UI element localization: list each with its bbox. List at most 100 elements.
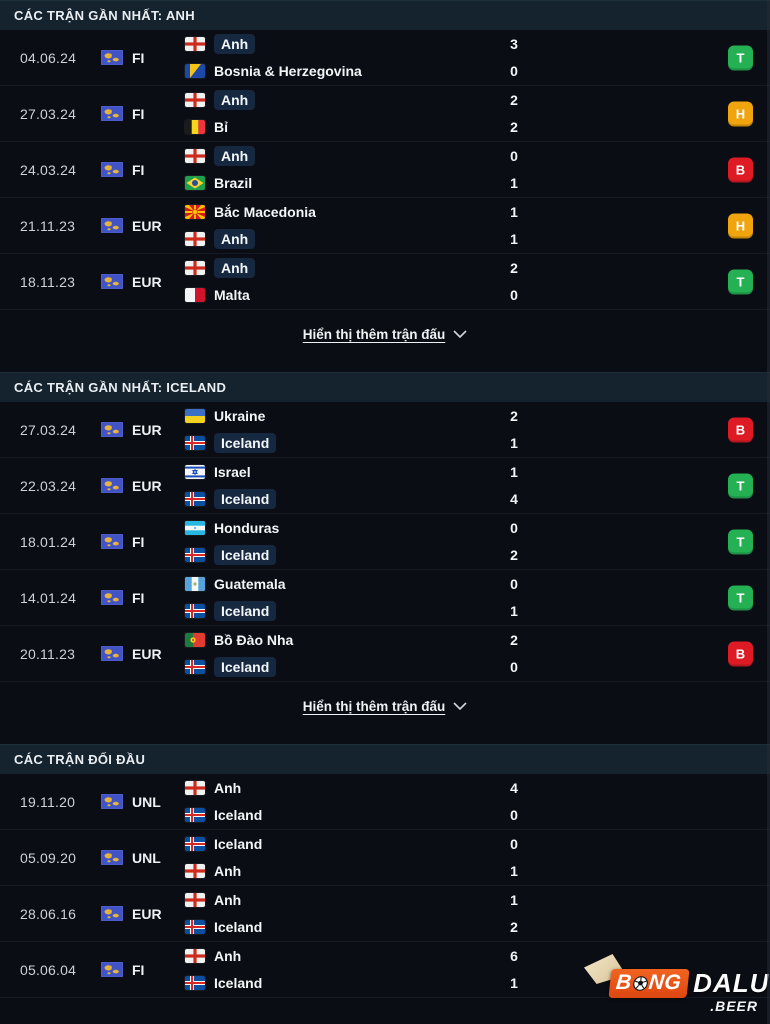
away-team-name: Iceland xyxy=(214,545,277,565)
flag-ukraine-icon xyxy=(185,409,205,423)
world-icon xyxy=(101,162,123,177)
home-team-line: Iceland xyxy=(185,832,262,856)
away-team-name: Anh xyxy=(214,863,242,879)
flag-iceland-icon xyxy=(185,604,205,618)
away-team-line: Iceland xyxy=(185,599,286,623)
match-row[interactable]: 14.01.24 FI Guatemala Iceland 0 1 T xyxy=(0,570,770,626)
away-team-name: Bỉ xyxy=(214,119,228,135)
competition-code: FI xyxy=(132,161,145,178)
home-score: 3 xyxy=(510,36,518,52)
competition-code: FI xyxy=(132,49,145,66)
chevron-down-icon xyxy=(453,702,467,710)
match-row[interactable]: 28.06.16 EUR Anh Iceland 1 2 xyxy=(0,886,770,942)
home-team-name: Anh xyxy=(214,258,256,278)
home-team-line: Anh xyxy=(185,256,256,280)
match-row[interactable]: 19.11.20 UNL Anh Iceland 4 0 xyxy=(0,774,770,830)
match-date: 05.09.20 xyxy=(20,849,77,866)
home-score: 4 xyxy=(510,780,518,796)
world-icon xyxy=(101,50,123,65)
away-team-line: Malta xyxy=(185,283,255,307)
away-score: 0 xyxy=(510,287,518,303)
section-title: CÁC TRẬN GẦN NHẤT: ICELAND xyxy=(14,380,227,395)
flag-iceland-icon xyxy=(185,436,205,450)
home-score: 2 xyxy=(510,408,518,424)
home-team-name: Anh xyxy=(214,146,256,166)
away-team-line: Iceland xyxy=(185,487,277,511)
home-score: 1 xyxy=(510,892,518,908)
scrollbar-track[interactable] xyxy=(767,0,770,1024)
away-score: 1 xyxy=(510,975,518,991)
home-team-name: Bồ Đào Nha xyxy=(214,632,294,648)
away-team-name: Iceland xyxy=(214,975,263,991)
match-row[interactable]: 21.11.23 EUR Bắc Macedonia Anh 1 1 H xyxy=(0,198,770,254)
home-team-line: Honduras xyxy=(185,516,279,540)
competition-code: EUR xyxy=(132,217,162,234)
away-team-name: Iceland xyxy=(214,601,277,621)
match-date: 28.06.16 xyxy=(20,905,77,922)
match-row[interactable]: 20.11.23 EUR Bồ Đào Nha Iceland 2 0 B xyxy=(0,626,770,682)
brand-badge: B NG xyxy=(608,969,690,998)
home-team-name: Anh xyxy=(214,780,242,796)
home-team-line: Anh xyxy=(185,776,262,800)
away-team-line: Iceland xyxy=(185,971,262,995)
flag-iceland-icon xyxy=(185,492,205,506)
flag-portugal-icon xyxy=(185,633,205,647)
match-date: 27.03.24 xyxy=(20,421,77,438)
match-row[interactable]: 05.09.20 UNL Iceland Anh 0 1 xyxy=(0,830,770,886)
match-list: 19.11.20 UNL Anh Iceland 4 0 05.09.20 UN… xyxy=(0,774,770,998)
match-row[interactable]: 24.03.24 FI Anh Brazil 0 1 B xyxy=(0,142,770,198)
match-row[interactable]: 05.06.04 FI Anh Iceland 6 1 xyxy=(0,942,770,998)
home-team-line: Ukraine xyxy=(185,404,276,428)
away-score: 4 xyxy=(510,491,518,507)
away-team-line: Brazil xyxy=(185,171,255,195)
match-row[interactable]: 18.11.23 EUR Anh Malta 2 0 T xyxy=(0,254,770,310)
competition-code: EUR xyxy=(132,273,162,290)
away-team-name: Iceland xyxy=(214,807,263,823)
match-row[interactable]: 27.03.24 EUR Ukraine Iceland 2 1 B xyxy=(0,402,770,458)
match-row[interactable]: 04.06.24 FI Anh Bosnia & Herzegovina 3 0… xyxy=(0,30,770,86)
match-row[interactable]: 18.01.24 FI Honduras Iceland 0 2 T xyxy=(0,514,770,570)
away-score: 1 xyxy=(510,603,518,619)
show-more-link[interactable]: Hiển thị thêm trận đấu xyxy=(303,327,468,342)
result-badge: T xyxy=(728,473,753,498)
world-icon xyxy=(101,478,123,493)
home-team-name: Anh xyxy=(214,90,256,110)
match-row[interactable]: 22.03.24 EUR Israel Iceland 1 4 T xyxy=(0,458,770,514)
away-score: 0 xyxy=(510,807,518,823)
flag-brazil-icon xyxy=(185,176,205,190)
match-row[interactable]: 27.03.24 FI Anh Bỉ 2 2 H xyxy=(0,86,770,142)
home-team-line: Anh xyxy=(185,944,262,968)
soccer-ball-icon xyxy=(632,975,649,991)
result-badge: T xyxy=(728,585,753,610)
world-icon xyxy=(101,794,123,809)
match-date: 05.06.04 xyxy=(20,961,77,978)
away-score: 2 xyxy=(510,919,518,935)
section-head-to-head: CÁC TRẬN ĐỐI ĐẦU 19.11.20 UNL Anh Icelan… xyxy=(0,744,770,998)
world-icon xyxy=(101,962,123,977)
away-score: 1 xyxy=(510,435,518,451)
section-header: CÁC TRẬN GẦN NHẤT: ANH xyxy=(0,0,770,30)
home-team-line: Anh xyxy=(185,32,362,56)
competition-code: EUR xyxy=(132,645,162,662)
flag-iceland-icon xyxy=(185,808,205,822)
home-score: 6 xyxy=(510,948,518,964)
away-team-name: Iceland xyxy=(214,657,277,677)
brand-text-dalu: DALU xyxy=(693,968,770,998)
home-team-name: Iceland xyxy=(214,836,263,852)
away-team-line: Anh xyxy=(185,227,316,251)
away-team-line: Iceland xyxy=(185,431,277,455)
world-icon xyxy=(101,106,123,121)
show-more-link[interactable]: Hiển thị thêm trận đấu xyxy=(303,699,468,714)
flag-england-icon xyxy=(185,37,205,51)
section-recent-anh: CÁC TRẬN GẦN NHẤT: ANH 04.06.24 FI Anh B… xyxy=(0,0,770,358)
show-more-label: Hiển thị thêm trận đấu xyxy=(302,698,446,714)
home-score: 1 xyxy=(510,204,518,220)
home-score: 2 xyxy=(510,92,518,108)
home-score: 0 xyxy=(510,520,518,536)
home-team-name: Anh xyxy=(214,34,256,54)
world-icon xyxy=(101,850,123,865)
flag-honduras-icon xyxy=(185,521,205,535)
home-team-line: Guatemala xyxy=(185,572,286,596)
result-badge: H xyxy=(728,101,753,126)
